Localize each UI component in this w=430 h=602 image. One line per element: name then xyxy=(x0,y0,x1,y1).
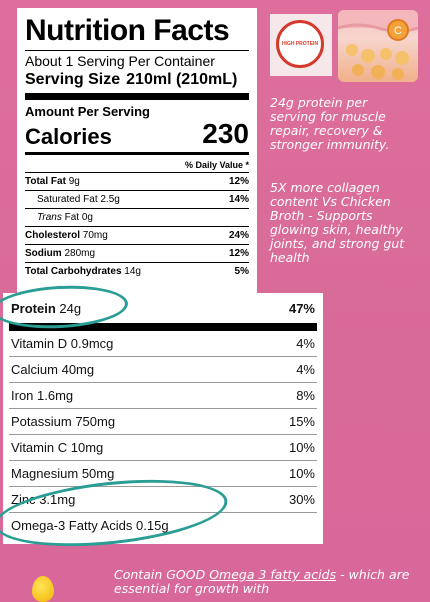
nutrient-amount: 70mg xyxy=(82,230,108,241)
omega-claim-prefix: Contain GOOD xyxy=(114,567,210,582)
nutrient-row: Omega-3 Fatty Acids 0.15g xyxy=(9,513,317,538)
nutrient-dv: 8% xyxy=(296,388,315,403)
nutrient-row: Saturated Fat 2.5g 14% xyxy=(25,190,249,208)
nutrient-name: Potassium xyxy=(11,414,72,429)
nutrient-name: Calcium xyxy=(11,362,58,377)
nutrition-facts-title: Nutrition Facts xyxy=(25,14,230,47)
nutrient-row: Potassium 750mg 15% xyxy=(9,409,317,435)
nutrient-name: Vitamin D xyxy=(11,336,68,351)
nutrient-row: Sodium 280mg 12% xyxy=(25,244,249,262)
nutrient-name: Magnesium xyxy=(11,466,79,481)
nutrient-dv: 12% xyxy=(228,248,249,259)
nutrient-amount: 9g xyxy=(68,176,80,187)
serving-size-label: Serving Size xyxy=(25,71,121,88)
nutrient-dv: 47% xyxy=(288,300,315,316)
omega-claim-link: Omega 3 fatty acids xyxy=(209,567,337,582)
nutrient-name: Sodium xyxy=(25,248,62,259)
nutrient-amount: Fat 0g xyxy=(64,212,93,223)
nutrient-dv: 4% xyxy=(296,336,315,351)
serving-size-value: 210ml (210mL) xyxy=(126,71,238,88)
nutrient-dv: 30% xyxy=(288,492,315,507)
protein-claim-text: 24g protein per serving for muscle repai… xyxy=(270,95,390,152)
nutrient-name: Omega-3 Fatty Acids xyxy=(11,518,133,533)
nutrient-name: Zinc xyxy=(11,492,36,507)
nutrient-dv: 12% xyxy=(228,176,249,187)
servings-per-container: About 1 Serving Per Container xyxy=(25,53,215,69)
nutrient-dv: 10% xyxy=(288,440,315,455)
nutrient-dv: 24% xyxy=(228,230,249,241)
nutrient-dv: 5% xyxy=(234,266,249,277)
omega-claim-suffix: - which are essential for growth with xyxy=(114,567,410,596)
nutrient-row: Magnesium 50mg 10% xyxy=(9,461,317,487)
calories-value: 230 xyxy=(202,118,249,149)
nutrient-amount: 750mg xyxy=(75,414,116,429)
nutrient-dv: 10% xyxy=(288,466,315,481)
amount-per-serving: Amount Per Serving xyxy=(25,104,150,119)
nutrition-label-top: Nutrition Facts About 1 Serving Per Cont… xyxy=(17,8,257,296)
nutrient-row: Iron 1.6mg 8% xyxy=(9,383,317,409)
nutrient-row: Vitamin C 10mg 10% xyxy=(9,435,317,461)
nutrient-name: Total Fat xyxy=(25,176,66,187)
nutrient-amount: 10mg xyxy=(70,440,104,455)
nutrient-row: Cholesterol 70mg 24% xyxy=(25,226,249,244)
nutrient-row: Vitamin D 0.9mcg 4% xyxy=(9,331,317,357)
nutrient-amount: 50mg xyxy=(81,466,115,481)
nutrient-row-protein: Protein 24g 47% xyxy=(9,293,317,331)
nutrient-name: Cholesterol xyxy=(25,230,81,241)
collagen-icon: C xyxy=(338,10,418,80)
nutrient-name: Saturated Fat xyxy=(37,194,98,205)
daily-value-header: % Daily Value * xyxy=(184,160,249,170)
protein-badge-icon: HIGH PROTEIN xyxy=(276,20,324,68)
nutrient-amount: 24g xyxy=(59,300,82,316)
nutrient-amount: 1.6mg xyxy=(37,388,74,403)
nutrient-row: Trans Fat 0g xyxy=(25,208,249,226)
calories-row: Calories 230 xyxy=(25,119,249,149)
nutrient-name: Iron xyxy=(11,388,34,403)
serving-size: Serving Size 210ml (210mL) xyxy=(25,70,249,90)
badge-text: HIGH PROTEIN xyxy=(281,41,319,47)
nutrient-amount: 0.9mcg xyxy=(70,336,114,351)
nutrient-amount: 0.15g xyxy=(136,518,169,533)
collagen-claim-text: 5X more collagen content Vs Chicken Brot… xyxy=(270,180,405,265)
divider-thick xyxy=(25,93,249,100)
high-protein-badge: HIGH PROTEIN xyxy=(270,14,332,76)
nutrient-name: Vitamin C xyxy=(11,440,68,455)
omega-claim-text: Contain GOOD Omega 3 fatty acids - which… xyxy=(114,568,414,596)
nutrient-row: Zinc 3.1mg 30% xyxy=(9,487,317,513)
nutrient-dv: 15% xyxy=(288,414,315,429)
nutrient-row: Total Carbohydrates 14g 5% xyxy=(25,262,249,280)
nutrient-amount: 14g xyxy=(124,266,141,277)
nutrient-row: Calcium 40mg 4% xyxy=(9,357,317,383)
divider xyxy=(25,50,249,51)
nutrient-name: Total Carbohydrates xyxy=(25,266,122,277)
nutrient-name: Protein xyxy=(11,300,56,316)
nutrient-amount: 40mg xyxy=(61,362,95,377)
nutrition-label-bottom: Protein 24g 47% Vitamin D 0.9mcg 4% Calc… xyxy=(3,293,323,544)
oil-drop-icon xyxy=(32,576,54,602)
nutrient-amount: 280mg xyxy=(64,248,96,259)
calories-label: Calories xyxy=(25,124,112,149)
nutrient-name: Trans xyxy=(37,212,62,223)
divider-medium xyxy=(25,152,249,155)
svg-text:C: C xyxy=(394,25,402,37)
collagen-illustration: C xyxy=(338,10,418,82)
nutrient-amount: 2.5g xyxy=(100,194,120,205)
nutrient-row: Total Fat 9g 12% xyxy=(25,172,249,190)
nutrient-amount: 3.1mg xyxy=(39,492,76,507)
nutrient-dv: 4% xyxy=(296,362,315,377)
nutrient-dv: 14% xyxy=(228,194,249,205)
